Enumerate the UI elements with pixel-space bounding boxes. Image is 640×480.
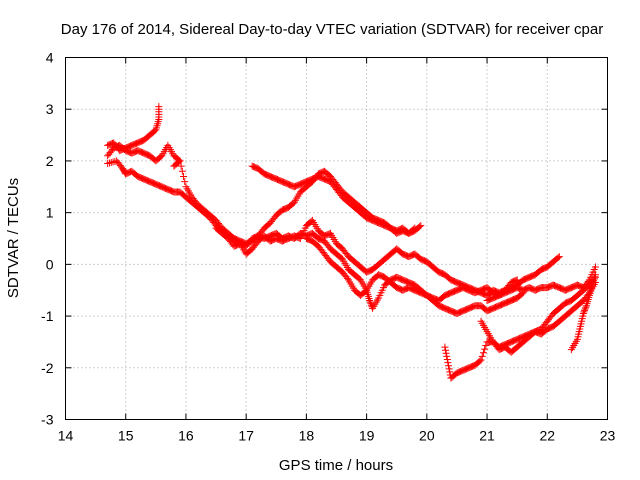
data-point [555, 253, 563, 261]
data-point [180, 172, 188, 180]
data-point [178, 167, 186, 175]
data-point [177, 162, 185, 170]
x-tick-labels: 14 15 16 17 18 19 20 21 22 23 [58, 428, 616, 444]
data-point [512, 276, 520, 284]
y-axis-label: SDTVAR / TECUs [5, 178, 22, 298]
data-point [443, 352, 451, 360]
x-tick-label: 20 [419, 428, 435, 444]
data-point [584, 277, 592, 285]
data-point [111, 157, 119, 165]
data-point [442, 349, 450, 357]
data-point [109, 158, 117, 166]
data-point [579, 309, 587, 317]
data-point [417, 222, 425, 230]
data-point [591, 263, 599, 271]
data-point [410, 225, 418, 233]
data-point [445, 362, 453, 370]
data-point [482, 342, 490, 350]
data-point [104, 160, 112, 168]
data-point [513, 276, 521, 284]
x-tick-label: 18 [299, 428, 315, 444]
data-point [151, 127, 159, 135]
data-point [181, 178, 189, 186]
x-tick-label: 23 [600, 428, 616, 444]
x-tick-label: 21 [479, 428, 495, 444]
data-point [554, 254, 562, 262]
data-point [478, 352, 486, 360]
data-point [476, 357, 484, 365]
data-point [479, 349, 487, 357]
y-tick-label: -3 [41, 412, 54, 428]
y-tick-label: -2 [41, 360, 54, 376]
grid-lines [65, 57, 608, 420]
data-point [411, 224, 419, 232]
data-point [580, 308, 588, 316]
y-tick-label: 0 [46, 256, 54, 272]
data-point [176, 157, 184, 165]
series-track-5 [248, 162, 419, 237]
x-tick-label: 14 [58, 428, 74, 444]
data-point [582, 303, 590, 311]
data-point [444, 359, 452, 367]
data-point [581, 306, 589, 314]
data-point [107, 158, 115, 166]
data-point [442, 346, 450, 354]
data-point [441, 343, 449, 351]
data-point [416, 223, 424, 231]
series-track-11 [567, 271, 599, 354]
data-point [446, 368, 454, 376]
plot-frame [65, 57, 608, 420]
data-point [343, 274, 351, 282]
data-point [477, 356, 485, 364]
chart-title: Day 176 of 2014, Sidereal Day-to-day VTE… [61, 21, 603, 38]
x-tick-label: 15 [118, 428, 134, 444]
data-point [105, 159, 113, 167]
data-point [443, 356, 451, 364]
y-tick-label: 2 [46, 153, 54, 169]
y-tick-label: 4 [46, 50, 54, 66]
data-point [481, 345, 489, 353]
data-point [366, 298, 374, 306]
data-point [366, 297, 374, 305]
data-points [104, 103, 599, 382]
data-point [155, 103, 163, 111]
y-tick-label: 3 [46, 101, 54, 117]
x-tick-label: 17 [238, 428, 254, 444]
series-track-10 [483, 263, 599, 305]
x-tick-label: 22 [539, 428, 555, 444]
series-track-2 [104, 141, 184, 165]
x-tick-label: 19 [359, 428, 375, 444]
y-tick-label: 1 [46, 205, 54, 221]
y-tick-labels: -3 -2 -1 0 1 2 3 4 [41, 50, 54, 428]
x-tick-label: 16 [178, 428, 194, 444]
data-point [445, 365, 453, 373]
data-point [581, 305, 589, 313]
data-point [591, 271, 599, 279]
axis-ticks [65, 57, 608, 420]
x-axis-label: GPS time / hours [279, 457, 393, 474]
data-point [175, 158, 183, 166]
y-tick-label: -1 [41, 308, 54, 324]
